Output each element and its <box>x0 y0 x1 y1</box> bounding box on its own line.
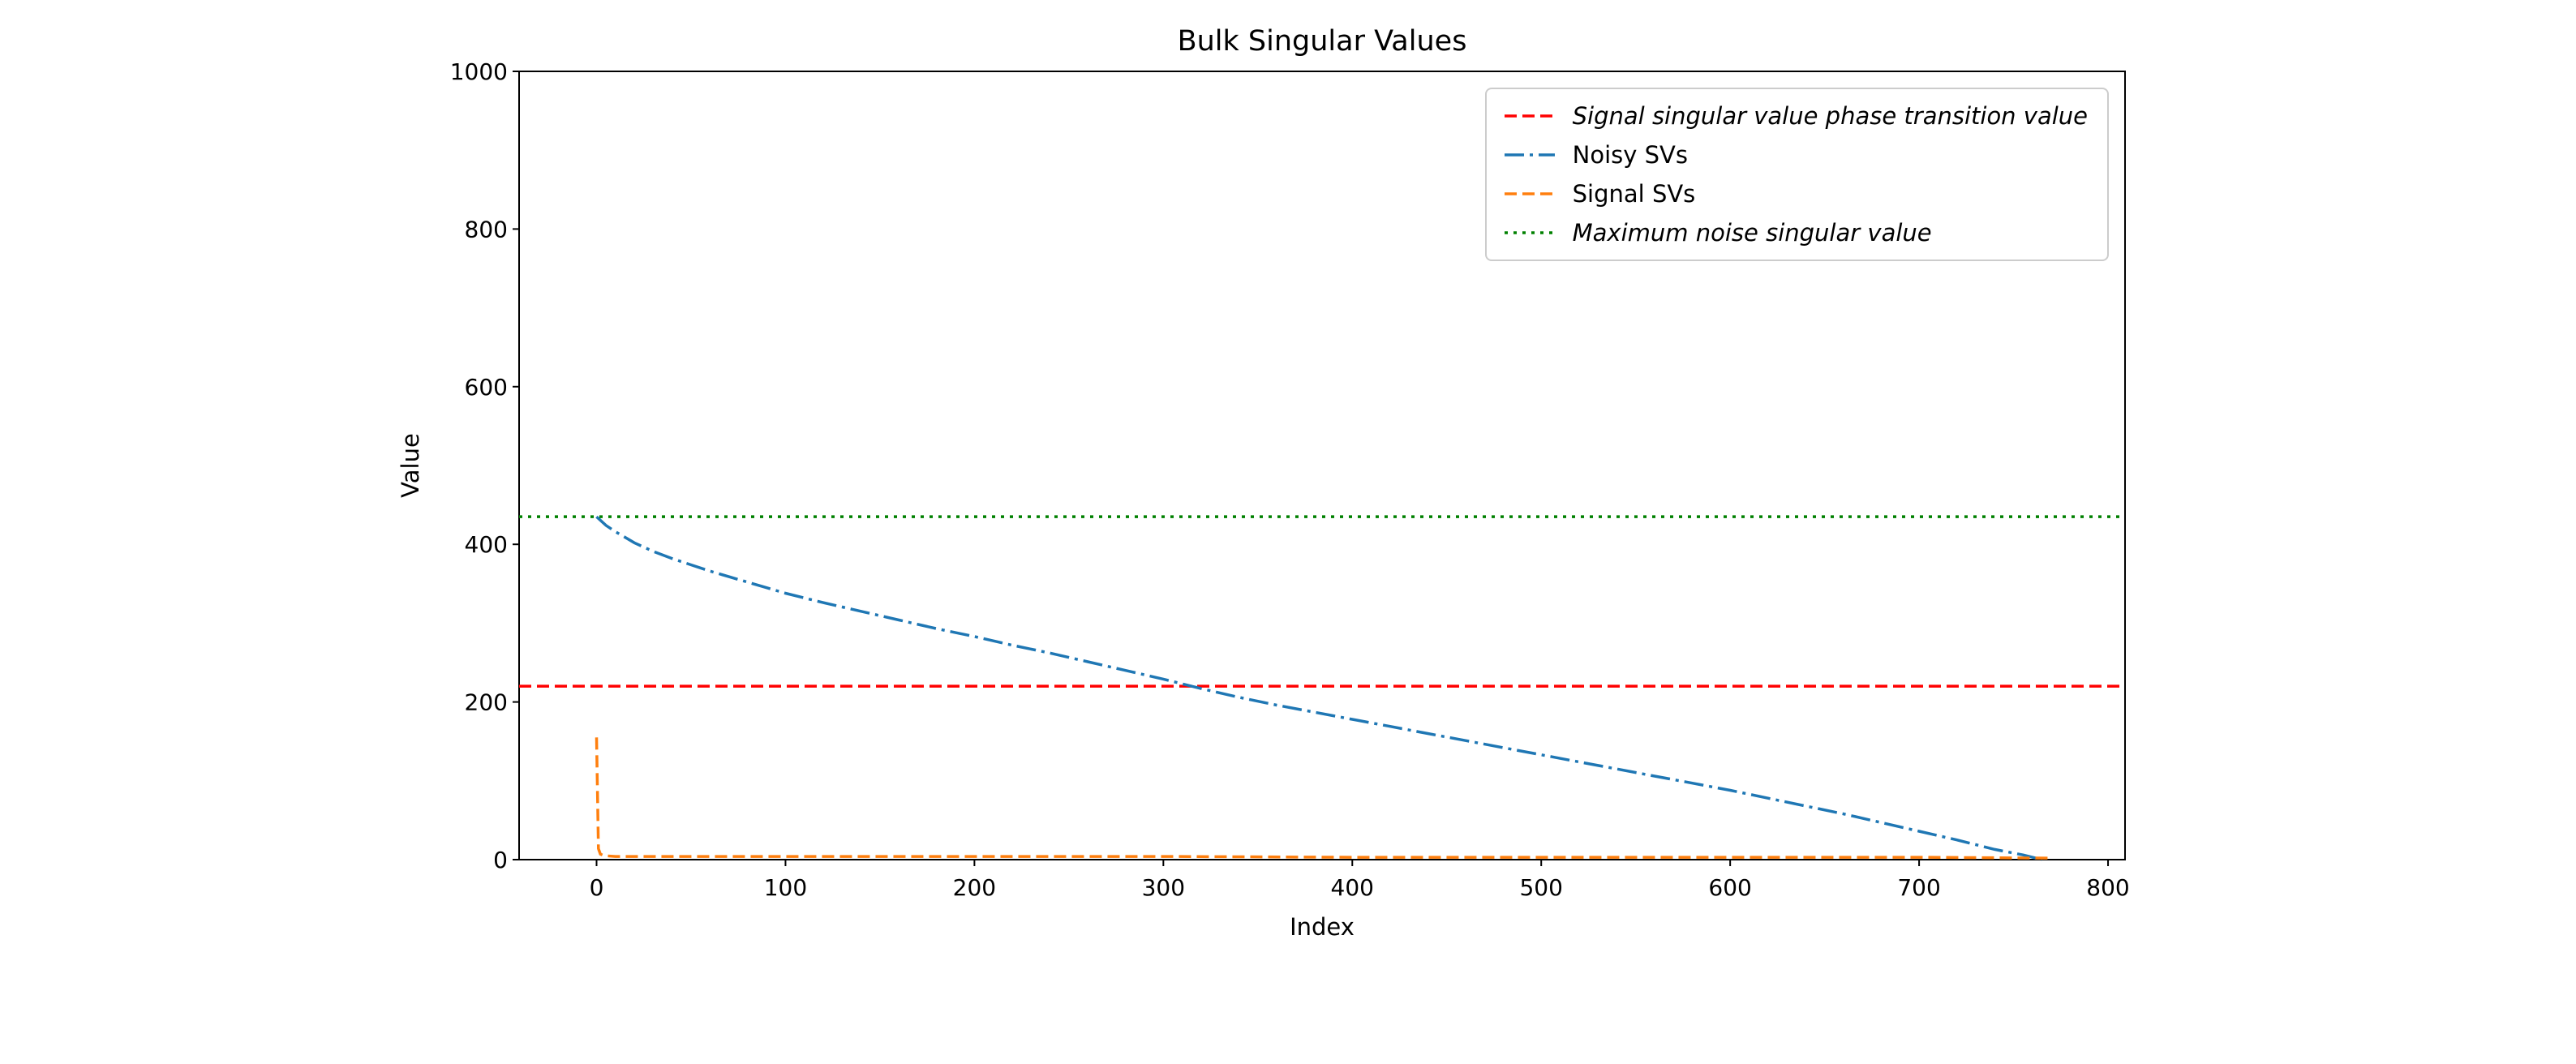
y-tick-label: 600 <box>465 374 508 401</box>
legend-item-noisy-svs: Noisy SVs <box>1503 141 2088 169</box>
legend-label: Noisy SVs <box>1572 141 1688 169</box>
x-tick-label: 0 <box>590 874 604 901</box>
axes-frame <box>518 71 2126 860</box>
legend-line-sample <box>1504 114 1555 118</box>
x-axis-label: Index <box>1290 913 1355 941</box>
legend-line-sample <box>1504 231 1555 234</box>
y-tick-label: 1000 <box>450 58 508 85</box>
legend-item-signal-singular-value-phase-transition-value: Signal singular value phase transition v… <box>1503 102 2088 130</box>
x-tick-label: 800 <box>2086 874 2129 901</box>
x-tick-label: 500 <box>1519 874 1562 901</box>
y-axis-label: Value <box>397 433 424 498</box>
legend-line-sample <box>1504 153 1555 157</box>
y-tick-label: 800 <box>465 216 508 242</box>
series-noisy-svs <box>595 515 2042 861</box>
chart-title: Bulk Singular Values <box>1177 25 1467 58</box>
y-tick-label: 0 <box>493 847 508 873</box>
legend-item-maximum-noise-singular-value: Maximum noise singular value <box>1503 219 2088 247</box>
legend-label: Signal singular value phase transition v… <box>1572 102 2088 130</box>
series-signal-svs <box>595 737 2048 860</box>
x-tick-label: 200 <box>953 874 996 901</box>
x-tick-label: 300 <box>1142 874 1185 901</box>
y-tick-label: 200 <box>465 689 508 716</box>
x-tick-label: 700 <box>1897 874 1940 901</box>
x-tick-label: 600 <box>1708 874 1751 901</box>
legend-label: Maximum noise singular value <box>1572 219 1932 247</box>
y-tick-label: 400 <box>465 531 508 558</box>
x-tick-label: 400 <box>1331 874 1374 901</box>
legend: Signal singular value phase transition v… <box>1484 88 2109 261</box>
legend-item-signal-svs: Signal SVs <box>1503 180 2088 208</box>
x-tick-label: 100 <box>764 874 807 901</box>
legend-label: Signal SVs <box>1572 180 1696 208</box>
legend-line-sample <box>1504 192 1555 195</box>
